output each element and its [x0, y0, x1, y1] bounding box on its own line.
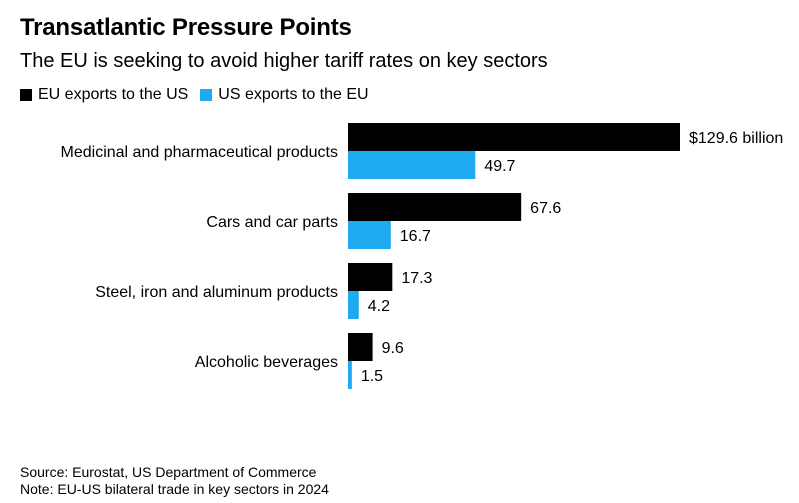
- category-label-steel-iron-and-aluminum-products: Steel, iron and aluminum products: [95, 284, 338, 301]
- data-label-us-exports-to-the-eu-alcoholic-beverages: 1.5: [361, 368, 383, 385]
- legend-item-eu-exports: EU exports to the US: [20, 86, 188, 104]
- chart-subtitle: The EU is seeking to avoid higher tariff…: [20, 50, 548, 72]
- category-label-alcoholic-beverages: Alcoholic beverages: [195, 354, 338, 371]
- data-label-eu-exports-to-the-us-steel-iron-and-aluminum-products: 17.3: [401, 270, 432, 287]
- bar-us-exports-to-the-eu-cars-and-car-parts: [348, 221, 391, 249]
- data-label-us-exports-to-the-eu-medicinal-and-pharmaceutical-products: 49.7: [484, 158, 515, 175]
- legend-swatch-eu: [20, 89, 32, 101]
- data-label-eu-exports-to-the-us-medicinal-and-pharmaceutical-products: $129.6 billion: [689, 130, 783, 147]
- bar-eu-exports-to-the-us-alcoholic-beverages: [348, 333, 373, 361]
- legend-item-us-exports: US exports to the EU: [200, 86, 369, 104]
- bar-us-exports-to-the-eu-steel-iron-and-aluminum-products: [348, 291, 359, 319]
- source-note: Source: Eurostat, US Department of Comme…: [20, 464, 317, 480]
- bar-chart: Medicinal and pharmaceutical products $12…: [61, 123, 783, 389]
- data-label-eu-exports-to-the-us-alcoholic-beverages: 9.6: [382, 340, 404, 357]
- data-label-us-exports-to-the-eu-steel-iron-and-aluminum-products: 4.2: [368, 298, 390, 315]
- legend-label-us: US exports to the EU: [218, 86, 369, 103]
- legend: EU exports to the US US exports to the E…: [20, 86, 381, 104]
- legend-label-eu: EU exports to the US: [38, 86, 189, 103]
- bar-us-exports-to-the-eu-alcoholic-beverages: [348, 361, 352, 389]
- data-label-eu-exports-to-the-us-cars-and-car-parts: 67.6: [530, 200, 561, 217]
- category-label-medicinal-and-pharmaceutical-products: Medicinal and pharmaceutical products: [61, 144, 338, 161]
- bar-us-exports-to-the-eu-medicinal-and-pharmaceutical-products: [348, 151, 476, 179]
- footnote: Note: EU-US bilateral trade in key secto…: [20, 481, 329, 497]
- category-label-cars-and-car-parts: Cars and car parts: [206, 214, 338, 231]
- footer: Source: Eurostat, US Department of Comme…: [20, 464, 329, 498]
- bar-eu-exports-to-the-us-cars-and-car-parts: [348, 193, 522, 221]
- data-label-us-exports-to-the-eu-cars-and-car-parts: 16.7: [400, 228, 431, 245]
- bar-eu-exports-to-the-us-medicinal-and-pharmaceutical-products: [348, 123, 680, 151]
- bar-eu-exports-to-the-us-steel-iron-and-aluminum-products: [348, 263, 393, 291]
- legend-swatch-us: [200, 89, 213, 101]
- chart-title: Transatlantic Pressure Points: [20, 14, 352, 41]
